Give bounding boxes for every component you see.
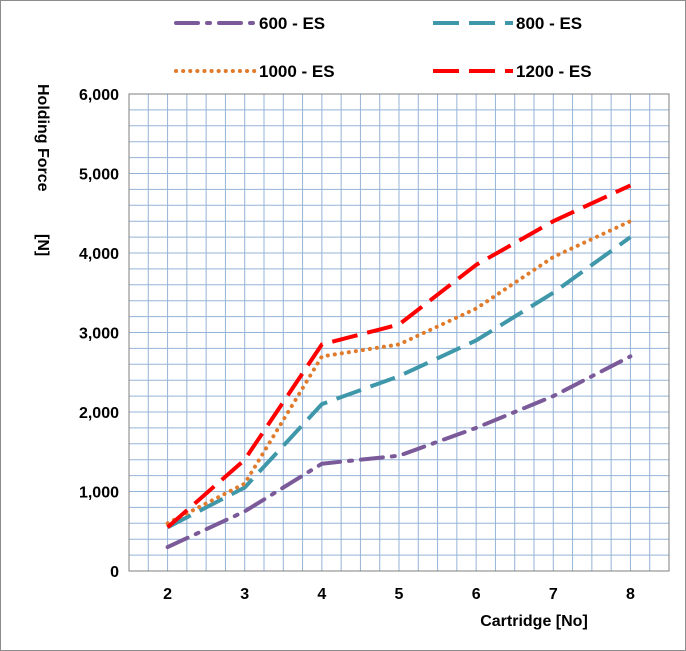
- x-tick-label: 5: [395, 586, 404, 603]
- series-line-2: [165, 219, 633, 526]
- y-tick-label: 0: [110, 564, 119, 581]
- legend-label-1: 800 - ES: [516, 14, 582, 33]
- series-line-3: [166, 183, 632, 529]
- y-axis-title-line-2: [N]: [34, 234, 51, 256]
- grid: [129, 94, 669, 571]
- axis-ticks: 0 1,000 2,000 3,000 4,000 5,000 6,000 2 3 4 5 6 7 8: [79, 87, 635, 603]
- x-tick-label: 8: [626, 586, 635, 603]
- x-axis-title: Cartridge [No]: [480, 613, 588, 630]
- plot-area-border: [128, 93, 670, 572]
- series-line-0: [165, 354, 633, 550]
- series-lines: [165, 183, 633, 550]
- series-line-1: [166, 235, 632, 530]
- y-tick-label: 5,000: [79, 167, 119, 184]
- legend-label-2: 1000 - ES: [259, 62, 335, 81]
- y-axis-title-line-1: Holding Force: [34, 84, 51, 192]
- legend-label-3: 1200 - ES: [516, 62, 592, 81]
- x-tick-label: 7: [549, 586, 558, 603]
- x-tick-label: 4: [317, 586, 326, 603]
- y-tick-label: 1,000: [79, 485, 119, 502]
- x-tick-label: 2: [163, 586, 172, 603]
- x-tick-label: 3: [240, 586, 249, 603]
- y-tick-label: 2,000: [79, 405, 119, 422]
- x-tick-label: 6: [472, 586, 481, 603]
- y-tick-label: 6,000: [79, 87, 119, 104]
- y-tick-label: 3,000: [79, 326, 119, 343]
- y-tick-label: 4,000: [79, 246, 119, 263]
- legend-label-0: 600 - ES: [259, 14, 325, 33]
- legend: 600 - ES 800 - ES 1000 - ES 1200 - ES: [174, 14, 592, 81]
